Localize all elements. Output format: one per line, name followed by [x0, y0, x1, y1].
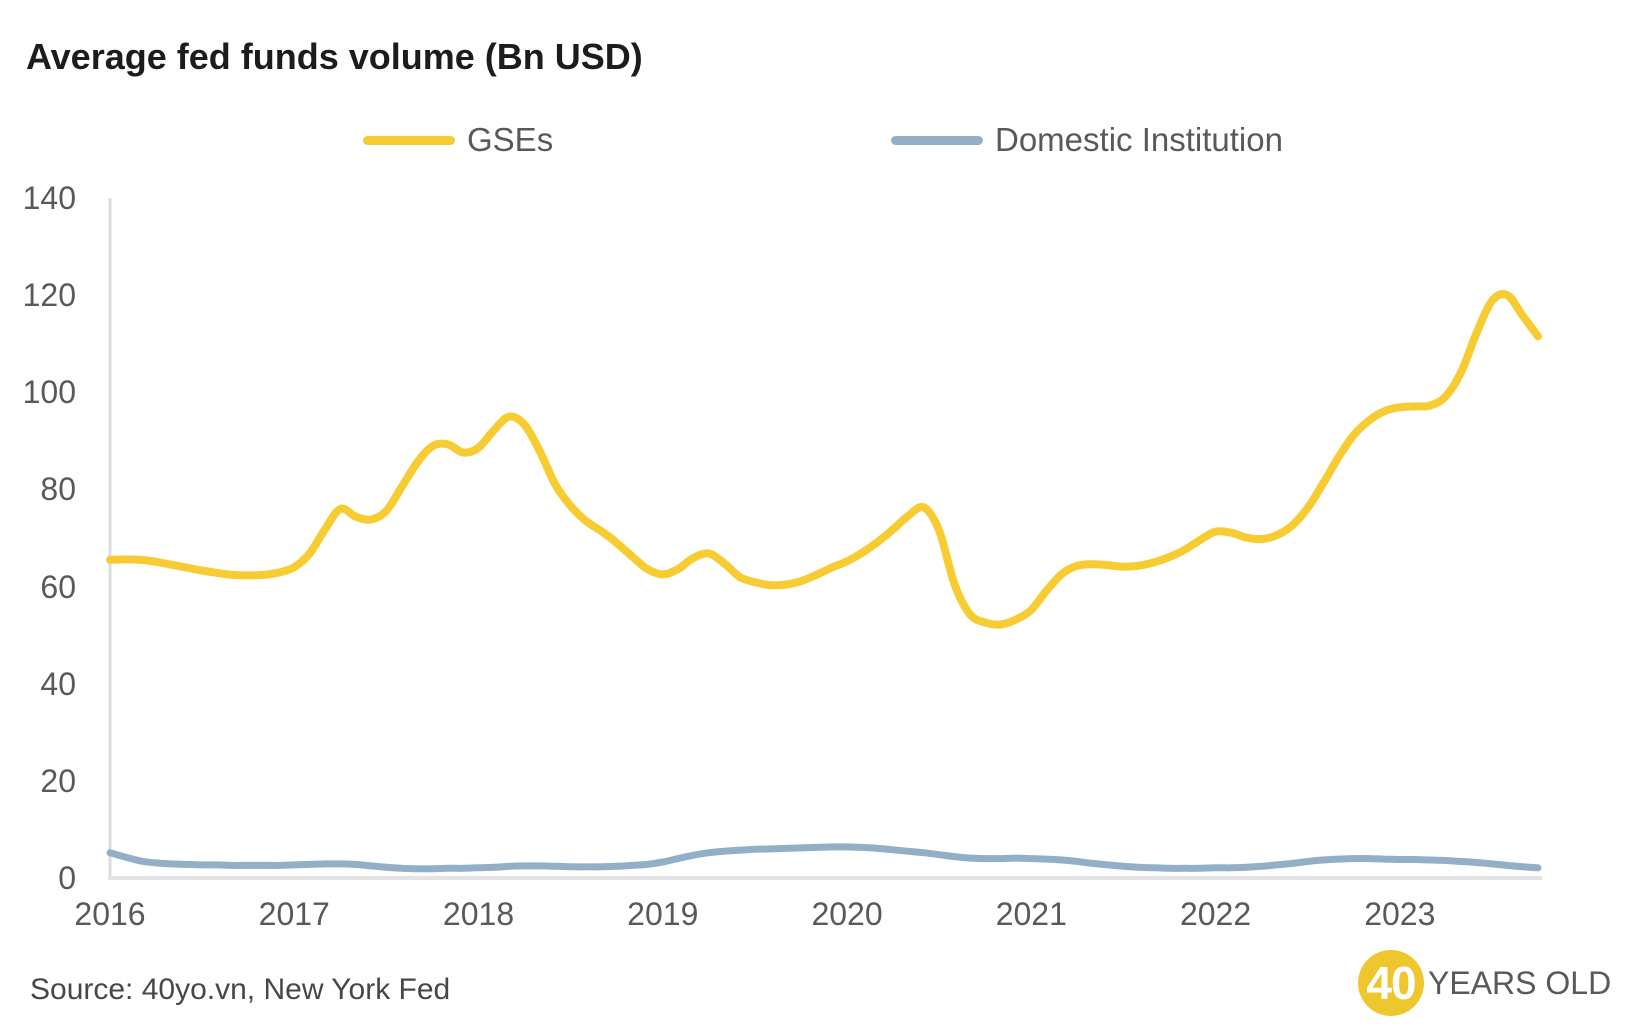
- logo-circle-icon: 40: [1358, 950, 1424, 1016]
- source-text: Source: 40yo.vn, New York Fed: [30, 973, 451, 1006]
- y-tick-20: 20: [40, 762, 76, 799]
- y-tick-0: 0: [58, 860, 76, 896]
- domestic-line-swatch-icon: [891, 135, 983, 145]
- series-layer: [106, 290, 1542, 873]
- logo-text: YEARS OLD: [1428, 964, 1612, 1001]
- legend-label-domestic: Domestic Institution: [995, 121, 1283, 158]
- legend-label-gses: GSEs: [467, 121, 554, 158]
- x-tick-2020: 2020: [811, 896, 883, 932]
- x-tick-2022: 2022: [1179, 896, 1252, 932]
- y-tick-40: 40: [40, 665, 76, 702]
- y-tick-100: 100: [22, 374, 76, 411]
- page-title: Average fed funds volume (Bn USD): [26, 36, 643, 77]
- x-tick-2018: 2018: [442, 896, 515, 932]
- y-tick-60: 60: [40, 568, 76, 605]
- logo: 40 YEARS OLD: [1358, 950, 1611, 1016]
- y-tick-120: 120: [22, 277, 76, 314]
- legend-item-gses: GSEs: [363, 120, 553, 160]
- x-tick-2019: 2019: [627, 896, 699, 932]
- x-tick-2016: 2016: [74, 896, 146, 932]
- domestic-line: [106, 843, 1542, 873]
- logo-number: 40: [1366, 957, 1416, 1009]
- x-tick-2017: 2017: [258, 896, 330, 932]
- gses-line: [106, 290, 1542, 629]
- y-tick-140: 140: [22, 180, 76, 216]
- legend-item-domestic: Domestic Institution: [891, 120, 1283, 160]
- x-tick-2021: 2021: [995, 896, 1067, 932]
- y-tick-80: 80: [40, 471, 76, 508]
- x-tick-2023: 2023: [1364, 896, 1436, 932]
- gses-line-swatch-icon: [363, 135, 455, 145]
